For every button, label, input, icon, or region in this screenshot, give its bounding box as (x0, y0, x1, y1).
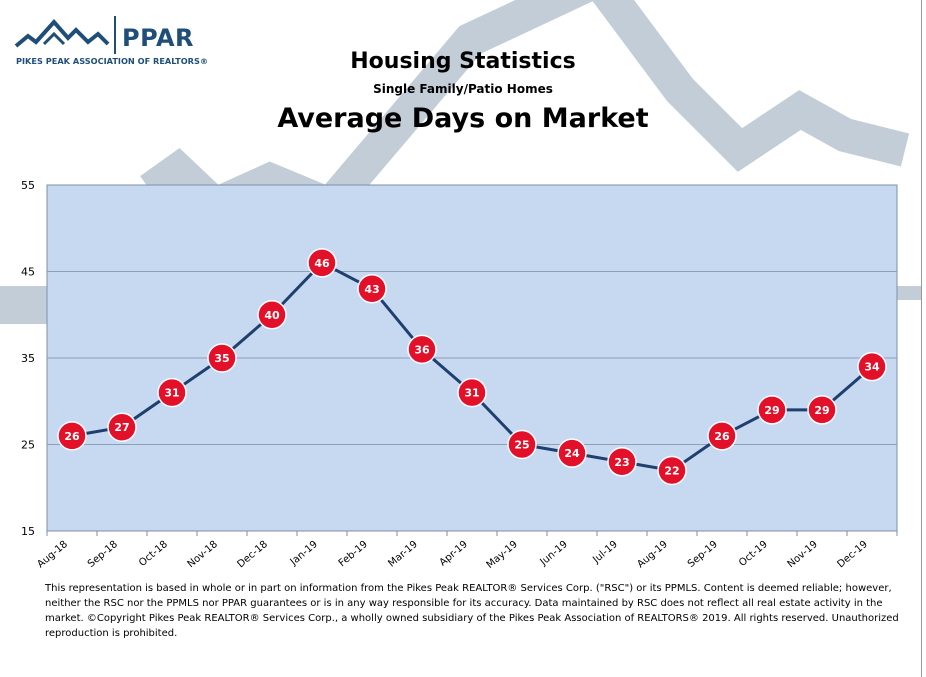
data-point (857, 351, 887, 382)
ppar-logo: PPAR PIKES PEAK ASSOCIATION OF REALTORS® (14, 14, 208, 70)
x-tick-label: Feb-19 (337, 539, 370, 569)
data-point (557, 438, 587, 468)
x-tick-label: Nov-19 (786, 539, 820, 570)
data-label: 24 (564, 447, 580, 460)
data-point (707, 421, 737, 451)
data-point (157, 377, 187, 408)
logo-wordmark: PPAR (122, 24, 195, 52)
data-label: 27 (114, 421, 129, 434)
x-tick-label: Oct-18 (137, 539, 170, 569)
x-tick-label: Jun-19 (538, 539, 570, 569)
disclaimer-text: This representation is based in whole or… (45, 583, 899, 639)
x-tick-label: Apr-19 (438, 539, 470, 569)
page-title: Housing Statistics (350, 49, 576, 74)
x-tick-label: Nov-18 (186, 539, 220, 570)
data-point (457, 377, 487, 408)
data-point (607, 447, 637, 477)
data-label: 29 (814, 404, 829, 417)
x-tick-label: Oct-19 (737, 539, 770, 569)
x-tick-label: Mar-19 (386, 539, 420, 570)
page-subtitle: Single Family/Patio Homes (373, 82, 553, 96)
frame-border (921, 0, 922, 677)
x-tick-label: May-19 (485, 539, 520, 571)
data-point (357, 274, 387, 304)
data-label: 43 (364, 283, 379, 296)
logo-divider (114, 16, 116, 54)
x-tick-label: Dec-19 (836, 539, 870, 570)
data-label: 29 (764, 404, 779, 417)
data-point (107, 412, 137, 442)
mountain-logo-icon (14, 18, 110, 48)
y-tick-label: 35 (21, 352, 35, 365)
data-label: 35 (214, 352, 229, 365)
x-tick-label: Aug-19 (635, 539, 670, 570)
data-point (207, 343, 237, 373)
data-point (507, 429, 537, 460)
data-point (307, 248, 337, 278)
data-label: 46 (314, 257, 330, 270)
data-label: 23 (614, 456, 629, 469)
data-label: 31 (164, 387, 179, 400)
data-label: 25 (514, 439, 529, 452)
y-tick-label: 45 (21, 266, 35, 279)
data-label: 34 (864, 361, 880, 374)
x-tick-label: Dec-18 (236, 539, 270, 570)
chart-title: Average Days on Market (277, 103, 649, 134)
data-label: 36 (414, 343, 430, 356)
y-tick-label: 15 (21, 525, 35, 538)
data-point (757, 395, 787, 425)
data-label: 40 (264, 309, 280, 322)
data-label: 26 (64, 430, 80, 443)
x-tick-label: Sep-19 (686, 539, 720, 570)
data-label: 26 (714, 430, 730, 443)
data-point (257, 300, 287, 330)
x-tick-label: Sep-18 (86, 539, 120, 570)
y-tick-label: 25 (21, 439, 35, 452)
data-point (407, 334, 437, 365)
x-tick-label: Jul-19 (590, 539, 620, 566)
data-label: 31 (464, 387, 479, 400)
data-point (657, 455, 687, 486)
logo-tagline: PIKES PEAK ASSOCIATION OF REALTORS® (16, 56, 209, 66)
data-label: 22 (664, 464, 679, 477)
data-point (57, 421, 87, 451)
y-tick-label: 55 (21, 179, 35, 192)
data-point (807, 395, 837, 425)
x-tick-label: Jan-19 (288, 539, 320, 568)
x-tick-label: Aug-18 (35, 539, 70, 570)
